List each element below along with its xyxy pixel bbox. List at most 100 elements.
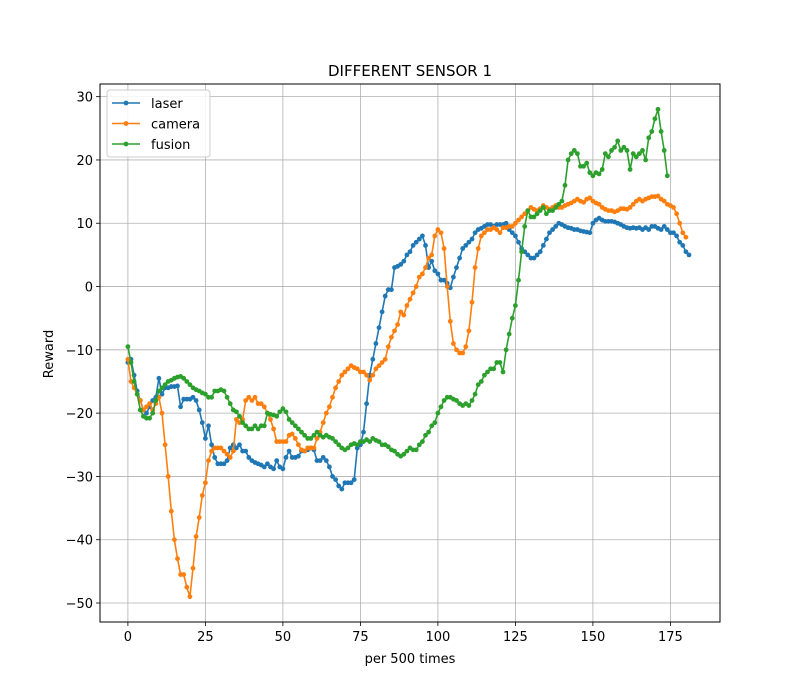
data-point-laser [463,243,469,248]
data-point-laser [674,233,679,239]
data-point-camera [410,290,416,296]
data-point-fusion [280,406,286,412]
data-point-fusion [147,415,153,421]
data-point-laser [661,224,667,229]
data-point-fusion [466,403,472,408]
data-point-fusion [540,205,546,210]
data-point-fusion [162,382,168,388]
data-point-laser [587,230,593,236]
data-point-fusion [330,436,335,441]
data-point-laser [280,466,286,472]
data-point-fusion [485,369,490,375]
data-point-camera [469,299,475,305]
data-point-camera [404,303,410,308]
data-point-laser [472,230,478,236]
data-point-camera [190,565,196,571]
data-point-fusion [438,404,444,410]
data-point-camera [187,594,193,600]
data-point-camera [370,372,376,378]
legend-marker-laser [123,100,129,106]
y-tick-label: −50 [66,597,93,612]
data-point-fusion [652,116,658,122]
data-point-fusion [289,420,295,426]
data-point-fusion [500,369,506,375]
data-point-camera [482,230,487,236]
data-point-camera [342,369,348,375]
data-point-fusion [596,171,602,177]
data-point-camera [432,233,438,239]
data-point-camera [407,296,413,302]
data-point-camera [175,556,180,562]
data-point-fusion [587,170,593,176]
data-point-fusion [404,448,410,454]
data-point-laser [460,246,466,251]
data-point-laser [389,287,394,293]
data-point-laser [671,230,676,236]
data-point-fusion [416,442,422,448]
data-point-camera [221,448,227,454]
data-point-fusion [131,379,137,384]
data-point-fusion [240,420,246,426]
data-point-camera [196,515,202,520]
data-point-camera [333,385,338,391]
data-point-camera [311,445,317,451]
data-point-laser [416,236,422,242]
data-point-camera [252,394,258,400]
x-tick-label: 100 [425,630,450,645]
data-point-fusion [506,331,512,337]
data-point-laser [274,458,280,463]
data-point-camera [243,398,249,403]
data-point-fusion [649,129,655,134]
data-point-laser [243,448,249,454]
data-point-camera [683,234,689,240]
data-point-fusion [509,315,515,321]
data-point-fusion [221,388,227,394]
data-point-fusion [522,224,528,229]
data-point-fusion [537,208,543,213]
data-point-fusion [392,448,397,454]
data-point-fusion [575,151,580,157]
data-point-laser [227,445,233,451]
data-point-camera [376,363,382,369]
data-point-camera [181,572,187,577]
data-point-camera [460,350,466,356]
data-point-camera [314,436,320,441]
data-point-camera [472,265,478,270]
data-point-fusion [159,385,165,391]
y-tick-label: −30 [66,470,93,485]
data-point-camera [323,410,329,416]
data-point-fusion [153,398,159,403]
data-point-laser [466,239,472,245]
data-point-camera [438,230,444,236]
data-point-laser [193,398,199,403]
data-point-laser [658,227,664,232]
data-point-laser [224,458,230,463]
y-tick-label: 10 [76,217,93,232]
x-tick-label: 175 [658,630,683,645]
data-point-laser [550,227,555,232]
data-point-laser [206,423,211,429]
data-point-camera [206,458,211,463]
data-point-camera [261,404,267,410]
data-point-camera [209,448,215,454]
data-point-camera [339,372,345,378]
data-point-fusion [609,148,614,153]
data-point-camera [661,198,667,204]
data-point-camera [385,344,391,350]
data-point-camera [630,201,636,207]
data-point-fusion [643,157,648,163]
data-point-fusion [150,410,156,416]
data-point-laser [296,453,301,459]
data-point-camera [292,436,298,441]
data-point-fusion [128,360,134,365]
data-point-fusion [277,409,283,415]
data-point-fusion [584,160,590,166]
data-point-laser [686,252,692,258]
data-point-fusion [181,375,187,381]
data-point-fusion [435,410,441,416]
data-point-camera [447,318,453,324]
data-point-fusion [187,382,193,388]
data-point-fusion [156,388,162,394]
y-tick-label: 20 [76,154,93,169]
data-point-camera [513,220,518,226]
